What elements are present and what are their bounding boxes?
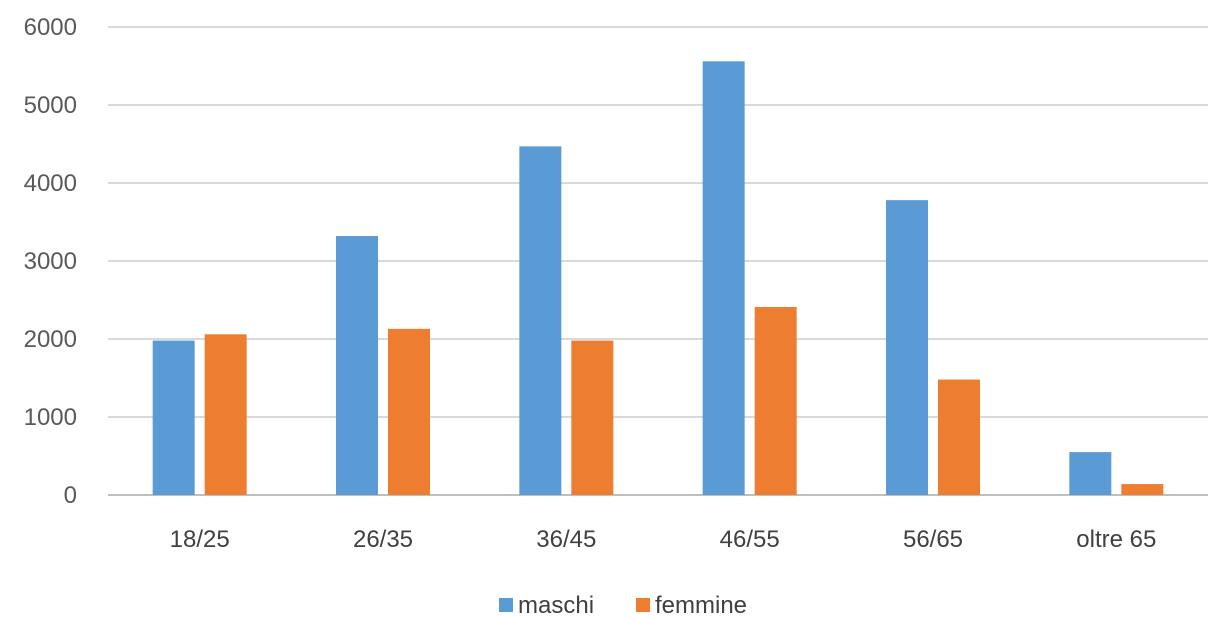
x-category-label: 36/45: [536, 526, 596, 553]
y-tick-label: 0: [64, 482, 77, 509]
bar-femmine-oltre-65: [1121, 484, 1164, 495]
bar-maschi-18-25: [152, 340, 195, 495]
legend: maschi femmine: [499, 592, 747, 618]
bar-maschi-56-65: [886, 200, 928, 495]
legend-swatch-maschi: [499, 598, 513, 612]
x-category-label: 46/55: [720, 526, 780, 553]
bar-femmine-36-45: [571, 340, 614, 495]
bar-maschi-36-45: [519, 146, 562, 495]
bar-maschi-26-35: [336, 236, 378, 496]
bar-femmine-46-55: [754, 307, 797, 495]
legend-label-maschi: maschi: [518, 592, 594, 618]
x-category-label: 18/25: [170, 526, 230, 553]
y-tick-label: 3000: [24, 248, 77, 275]
bars: [152, 61, 1164, 496]
x-category-label: 56/65: [903, 526, 963, 553]
bar-femmine-26-35: [388, 328, 430, 495]
bar-maschi-oltre-65: [1069, 452, 1112, 495]
y-tick-label: 1000: [24, 404, 77, 431]
legend-label-femmine: femmine: [655, 592, 747, 618]
bar-maschi-46-55: [702, 61, 745, 495]
x-category-label: oltre 65: [1076, 526, 1156, 553]
x-category-label: 26/35: [353, 526, 413, 553]
bar-femmine-56-65: [938, 379, 980, 495]
y-tick-label: 6000: [24, 14, 77, 41]
y-tick-label: 2000: [24, 326, 77, 353]
x-axis-category-labels: 18/25 26/35 36/45 46/55 56/65 oltre 65: [170, 526, 1157, 553]
y-axis-tick-labels: 0 1000 2000 3000 4000 5000 6000: [24, 14, 77, 509]
y-tick-label: 4000: [24, 170, 77, 197]
legend-swatch-femmine: [636, 598, 650, 612]
bar-femmine-18-25: [204, 334, 247, 495]
gridlines: [108, 26, 1208, 496]
y-tick-label: 5000: [24, 92, 77, 119]
